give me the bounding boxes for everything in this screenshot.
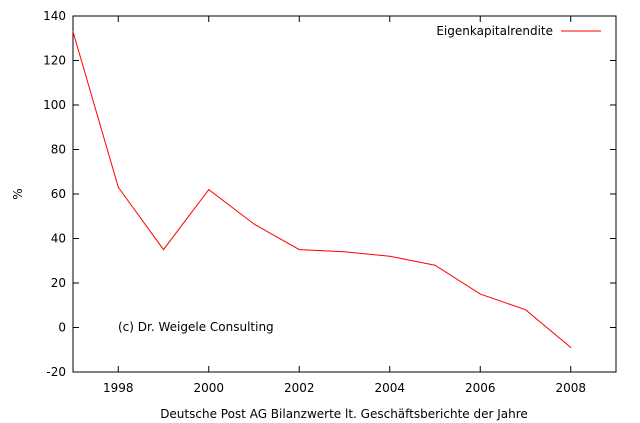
x-tick-label: 2002 (284, 381, 315, 395)
y-tick-label: 20 (51, 276, 66, 290)
annotation-text: (c) Dr. Weigele Consulting (118, 320, 274, 334)
x-tick-label: 2006 (465, 381, 496, 395)
y-tick-label: 120 (43, 54, 66, 68)
data-point (434, 264, 436, 266)
y-tick-label: 40 (51, 232, 66, 246)
x-tick-label: 2004 (374, 381, 405, 395)
series-points (72, 31, 572, 348)
data-point (525, 309, 526, 311)
axis-ticks (73, 15, 616, 373)
y-axis-label: % (11, 188, 25, 199)
data-point (208, 189, 210, 191)
series-line-eigenkapitalrendite (72, 31, 572, 348)
x-tick-label: 1998 (103, 381, 134, 395)
data-point (253, 223, 255, 225)
data-point (344, 251, 345, 253)
data-point (389, 255, 391, 257)
y-tick-label: 60 (51, 187, 66, 201)
legend-label: Eigenkapitalrendite (436, 24, 553, 38)
y-tick-label: 80 (51, 143, 66, 157)
y-tick-label: 100 (43, 98, 66, 112)
x-axis-label: Deutsche Post AG Bilanzwerte lt. Geschäf… (160, 407, 528, 421)
data-point (298, 249, 300, 251)
data-point (117, 186, 119, 188)
y-tick-label: 140 (43, 9, 66, 23)
x-tick-labels: 1998 2000 2002 2004 2006 2008 (103, 381, 586, 395)
y-tick-label: -20 (46, 365, 66, 379)
y-tick-labels: -20 0 20 40 60 80 100 120 140 (43, 9, 66, 379)
data-point (479, 293, 481, 295)
data-point (72, 31, 74, 33)
data-point (163, 249, 164, 251)
x-tick-label: 2000 (193, 381, 224, 395)
x-tick-label: 2008 (555, 381, 586, 395)
plot-frame (72, 15, 617, 373)
data-point (570, 347, 572, 348)
y-tick-label: 0 (58, 321, 66, 335)
